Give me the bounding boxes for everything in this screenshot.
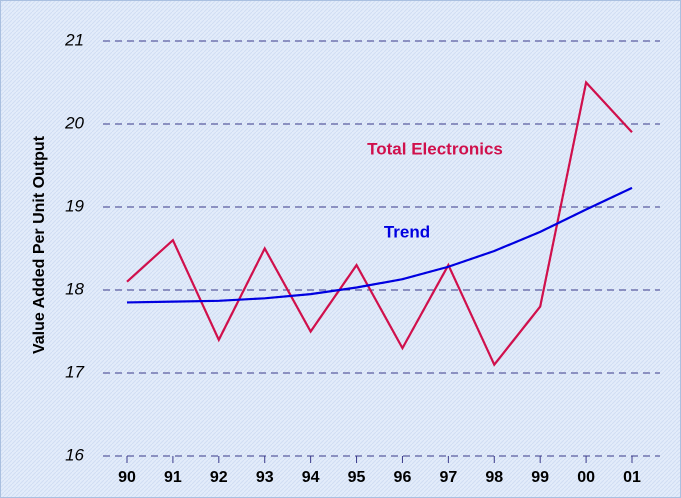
y-tick-label: 21 [64, 30, 84, 49]
y-tick-label: 18 [65, 279, 84, 298]
series-line [126, 186, 633, 304]
x-tick-label: 96 [394, 469, 412, 486]
x-tick-label: 98 [485, 469, 503, 486]
x-tick-label: 00 [577, 469, 595, 486]
x-tick-label: 91 [164, 469, 182, 486]
x-tick-label: 97 [439, 469, 457, 486]
y-tick-label: 16 [65, 445, 84, 464]
y-axis-label: Value Added Per Unit Output [31, 135, 48, 354]
series-label: Total Electronics [367, 139, 503, 158]
x-tick-label: 95 [348, 469, 366, 486]
y-tick-label: 17 [65, 362, 84, 381]
x-tick-label: 94 [302, 469, 320, 486]
series-label: Trend [384, 222, 430, 241]
x-tick-label: 90 [118, 469, 136, 486]
x-tick-label: 93 [256, 469, 274, 486]
x-tick-label: 92 [210, 469, 228, 486]
x-tick-label: 01 [623, 469, 641, 486]
y-tick-label: 20 [64, 113, 84, 132]
y-tick-label: 19 [65, 196, 84, 215]
x-tick-label: 99 [531, 469, 549, 486]
series-line [126, 80, 633, 367]
